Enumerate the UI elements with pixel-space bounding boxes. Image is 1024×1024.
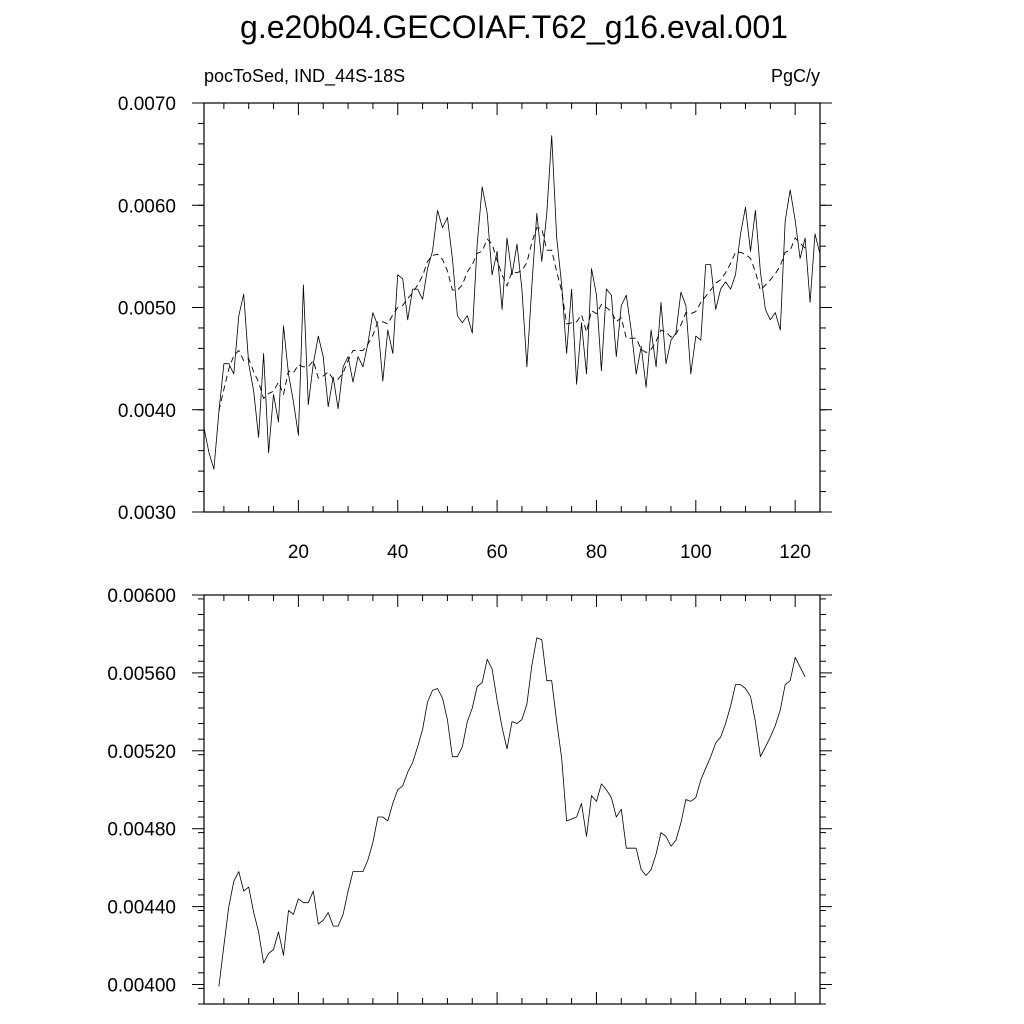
bottom-panel: 0.00400 0.00440 0.00480 0.00520 0.00560 0.006…: [107, 586, 832, 1005]
bottom-y-tick-label: 0.00560: [107, 664, 176, 685]
top-x-tick-label: 20: [288, 542, 309, 563]
top-plot-frame: [203, 102, 821, 513]
bottom-series-solid-line: [218, 637, 806, 987]
top-x-tick-label: 80: [586, 542, 607, 563]
bottom-y-tick-label: 0.00600: [107, 586, 176, 607]
top-x-tick-label: 120: [779, 542, 811, 563]
top-y-tick-label: 0.0070: [118, 94, 176, 115]
chart-title: g.e20b04.GECOIAF.T62_g16.eval.001: [240, 9, 788, 45]
top-x-tick-label: 60: [487, 542, 508, 563]
top-y-tick-label: 0.0030: [118, 503, 176, 524]
top-panel-left-label: pocToSed, IND_44S-18S: [204, 66, 405, 87]
bottom-plot-frame: [203, 594, 821, 1005]
top-x-tick-label: 40: [387, 542, 408, 563]
top-panel-units-label: PgC/y: [771, 66, 820, 86]
bottom-y-tick-label: 0.00520: [107, 742, 176, 763]
top-series-dashed-line: [218, 227, 806, 411]
top-y-tick-label: 0.0060: [118, 196, 176, 217]
top-panel: pocToSed, IND_44S-18S PgC/y 20 40 60 80 100 1…: [118, 66, 832, 563]
top-x-tick-label: 100: [680, 542, 712, 563]
bottom-y-tick-label: 0.00440: [107, 898, 176, 919]
top-y-tick-label: 0.0050: [118, 299, 176, 320]
top-series-solid-line: [203, 135, 821, 470]
bottom-y-tick-label: 0.00400: [107, 976, 176, 997]
top-y-tick-label: 0.0040: [118, 401, 176, 422]
bottom-y-tick-label: 0.00480: [107, 820, 176, 841]
